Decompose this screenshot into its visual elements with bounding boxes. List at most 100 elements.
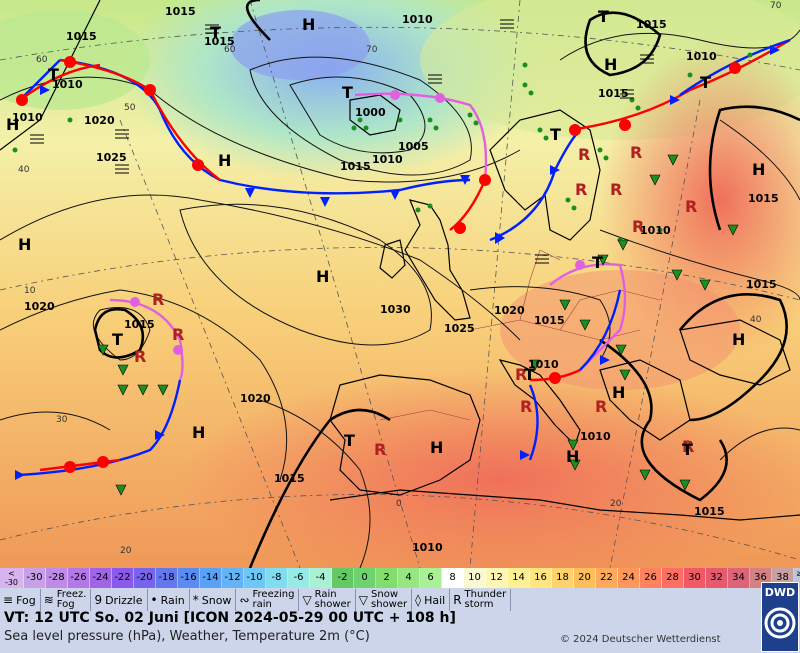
north-africa-coast	[329, 489, 800, 521]
cold-front-scandinavia	[489, 129, 581, 242]
scale-cell: -24	[90, 568, 112, 588]
scale-cell: -14	[200, 568, 222, 588]
scale-cell: -18	[156, 568, 178, 588]
scale-cell: -8	[266, 568, 288, 588]
weather-legend-label: Thunder storm	[464, 589, 507, 610]
low-label: T	[344, 431, 355, 450]
isobar-label: 1020	[24, 300, 55, 313]
isobar-label: 1015	[274, 472, 305, 485]
degree-label: 0	[396, 499, 402, 509]
pressure-centres: H H H H H H H H H H H H T T T T T T T T …	[6, 7, 765, 466]
isobar-label: 1005	[398, 140, 429, 153]
weather-legend-label: Fog	[16, 593, 36, 607]
degree-label: 60	[36, 55, 48, 65]
svg-text:R: R	[630, 143, 642, 162]
weather-legend-item: ∾ Freezing rain	[236, 589, 300, 611]
degree-label: 70	[366, 45, 378, 55]
map-subtitle: Sea level pressure (hPa), Weather, Tempe…	[4, 629, 370, 644]
temperature-scale: < -30 -30 -28 -26 -24 -22 -20 -18 -16 -14 -12 -10 -8-…	[0, 568, 800, 588]
isobar-label: 1010	[402, 13, 433, 26]
rain-symbols	[12, 52, 753, 243]
weather-legend-item: * Snow	[190, 589, 237, 611]
valid-time: VT: 12 UTC So. 02 Juni [ICON 2024-05-29 …	[4, 610, 456, 626]
scale-cell: 20	[574, 568, 596, 588]
degree-labels: 60 70 50 40 30 20 0 10 20 40 60 70	[18, 1, 782, 556]
scale-cell: 0	[354, 568, 376, 588]
low-label: T	[598, 7, 609, 26]
warm-front-atlantic-south	[39, 458, 121, 472]
degree-label: 70	[770, 1, 782, 11]
isobar-label: 1030	[380, 303, 411, 316]
high-label: H	[604, 55, 617, 74]
weather-legend-item: ◊ Hail	[412, 589, 451, 611]
scale-cell: -22	[112, 568, 134, 588]
low-label: T	[592, 253, 603, 272]
scale-cell: -16	[178, 568, 200, 588]
dwd-logo-text: DWD	[764, 586, 796, 599]
graticule	[0, 0, 800, 568]
weather-legend-label: Freez. Fog	[56, 589, 87, 610]
isobars	[0, 29, 800, 568]
scale-cell: 10	[464, 568, 486, 588]
isobar-label: 1020	[84, 114, 115, 127]
weather-legend-icon: R	[453, 593, 462, 607]
high-label: H	[566, 447, 579, 466]
svg-text:R: R	[515, 365, 527, 384]
scale-cell: -28	[46, 568, 68, 588]
weather-legend-label: Drizzle	[105, 593, 143, 607]
dwd-swirl-icon	[764, 607, 796, 639]
weather-legend-label: Rain	[160, 593, 185, 607]
weather-legend-item: ▽ Snow shower	[356, 589, 413, 611]
weather-legend-icon: *	[192, 593, 199, 607]
weather-legend-icon: •	[150, 593, 158, 607]
scale-cell: -4	[310, 568, 332, 588]
high-label: H	[752, 160, 765, 179]
scale-cell: 6	[420, 568, 442, 588]
isobar-label: 1015	[66, 30, 97, 43]
degree-label: 60	[224, 45, 236, 55]
degree-label: 50	[124, 103, 136, 113]
weather-legend-icon: ≡	[3, 593, 14, 607]
low-label: T	[342, 83, 353, 102]
scale-cell: 2	[376, 568, 398, 588]
svg-text:R: R	[632, 217, 644, 236]
svg-text:R: R	[152, 290, 164, 309]
dwd-logo: DWD	[761, 582, 799, 652]
weather-legend-item: ▽ Rain shower	[299, 589, 356, 611]
cold-front-atlantic	[59, 58, 471, 195]
fog-symbols	[30, 19, 654, 264]
scale-cell: -2	[332, 568, 354, 588]
isobar-label: 1010	[528, 358, 559, 371]
scale-cell: -30	[24, 568, 46, 588]
isobar-label: 1010	[580, 430, 611, 443]
isobar-label: 1010	[12, 111, 43, 124]
svg-text:R: R	[575, 180, 587, 199]
svg-text:R: R	[134, 347, 146, 366]
svg-text:R: R	[595, 397, 607, 416]
weather-legend-item: ≡ Fog	[0, 589, 41, 611]
degree-label: 40	[750, 315, 762, 325]
weather-legend-icon: ◊	[415, 593, 422, 607]
cold-front-central	[579, 289, 622, 371]
map-svg: RRR RRR R RR RR R RR H H H H H H H H H H H…	[0, 0, 800, 568]
isobar-label: 1010	[640, 224, 671, 237]
scale-cell: -26	[68, 568, 90, 588]
major-isobars	[93, 0, 800, 568]
legend-panel: < -30 -30 -28 -26 -24 -22 -20 -18 -16 -14 -12 -10 -8-…	[0, 568, 800, 653]
warm-front-norway	[449, 179, 487, 231]
weather-legend-icon: 9	[94, 593, 103, 607]
low-label: T	[48, 65, 59, 84]
high-label: H	[302, 15, 315, 34]
degree-label: 10	[24, 286, 36, 296]
high-label: H	[316, 267, 329, 286]
scale-cell: 30	[684, 568, 706, 588]
warm-front-baltic	[569, 38, 791, 132]
weather-legend-icon: ≋	[43, 593, 54, 607]
scale-cell: 28	[662, 568, 684, 588]
iberia	[329, 374, 481, 496]
high-label: H	[612, 383, 625, 402]
isobar-label: 1020	[240, 392, 271, 405]
svg-text:R: R	[520, 397, 532, 416]
high-label: H	[732, 330, 745, 349]
